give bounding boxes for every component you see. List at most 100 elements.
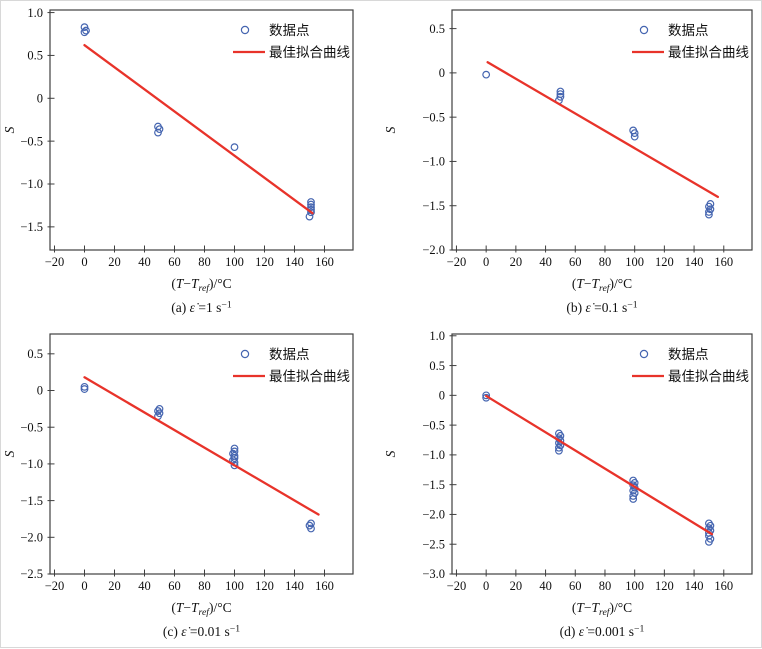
data-point bbox=[482, 70, 491, 79]
data-point bbox=[80, 385, 89, 393]
x-axis-label: (T−Tref)/°C bbox=[171, 276, 231, 294]
y-tick-label: −1.5 bbox=[422, 478, 445, 492]
x-tick-label: 80 bbox=[198, 579, 211, 593]
x-tick-label: 80 bbox=[599, 255, 612, 269]
y-axis-label: S bbox=[383, 450, 398, 457]
data-point bbox=[154, 128, 162, 137]
x-tick-label: 160 bbox=[714, 579, 733, 593]
data-point bbox=[230, 444, 239, 453]
x-tick-label: 60 bbox=[168, 579, 181, 593]
data-point bbox=[307, 203, 315, 212]
y-tick-label: −3.0 bbox=[422, 567, 445, 581]
x-tick-label: 0 bbox=[81, 255, 87, 269]
y-tick-label: −1.0 bbox=[422, 448, 445, 462]
y-tick-label: −2.0 bbox=[422, 243, 445, 257]
legend-line-label: 最佳拟合曲线 bbox=[668, 369, 749, 384]
y-axis-label: S bbox=[2, 126, 17, 133]
fit-line bbox=[486, 61, 719, 199]
data-point bbox=[307, 208, 315, 217]
subplot-c: −20 0 20 40 60 80 100 120 140 160 0.5 0 −0.5 −1.0 −1.5… bbox=[1, 325, 382, 649]
x-tick-label: 80 bbox=[198, 255, 211, 269]
subplot-a: −20 0 20 40 60 80 100 120 140 160 1.0 0.5 0 −0.5 −1.0 −… bbox=[1, 1, 382, 325]
data-point bbox=[555, 443, 563, 452]
x-tick-label: −20 bbox=[447, 579, 467, 593]
x-tick-label: −20 bbox=[447, 255, 467, 269]
subplot-caption: (a) ε̇ =1 s−1 bbox=[171, 300, 232, 316]
legend-line-label: 最佳拟合曲线 bbox=[269, 369, 350, 384]
fit-line bbox=[83, 43, 314, 215]
chart-a-svg: −20 0 20 40 60 80 100 120 140 160 1.0 0.5 0 −0.5 −1.0 −… bbox=[2, 6, 354, 316]
data-point bbox=[307, 198, 315, 206]
legend-point-marker-icon bbox=[639, 25, 649, 35]
y-tick-label: −1.5 bbox=[20, 494, 43, 508]
x-tick-label: 100 bbox=[225, 255, 244, 269]
data-point bbox=[556, 92, 565, 101]
legend-point-label: 数据点 bbox=[269, 347, 310, 362]
fit-line bbox=[83, 376, 320, 516]
y-tick-label: 0 bbox=[37, 91, 43, 105]
data-point bbox=[705, 210, 713, 219]
data-point bbox=[705, 537, 713, 546]
data-point bbox=[230, 461, 239, 470]
x-axis-label: (T−Tref)/°C bbox=[572, 600, 632, 618]
legend-point-marker-icon bbox=[240, 349, 250, 359]
x-tick-label: 40 bbox=[539, 579, 552, 593]
x-axis-label: (T−Tref)/°C bbox=[171, 600, 231, 618]
x-tick-label: 120 bbox=[255, 579, 274, 593]
legend-point-label: 数据点 bbox=[269, 23, 310, 38]
data-point bbox=[307, 200, 315, 209]
data-point bbox=[705, 208, 713, 216]
y-tick-label: 1.0 bbox=[429, 329, 445, 343]
y-tick-label: −2.0 bbox=[20, 531, 43, 545]
legend-point-marker-icon bbox=[639, 349, 649, 359]
subplot-caption: (d) ε̇ =0.001 s−1 bbox=[560, 624, 645, 640]
x-tick-label: 100 bbox=[625, 579, 644, 593]
data-point bbox=[230, 454, 239, 462]
x-tick-label: −20 bbox=[45, 579, 65, 593]
y-tick-label: 1.0 bbox=[27, 6, 43, 20]
y-tick-label: −0.5 bbox=[422, 418, 445, 432]
y-tick-label: −0.5 bbox=[422, 110, 445, 124]
x-tick-label: 100 bbox=[625, 255, 644, 269]
y-axis-label: S bbox=[2, 450, 17, 457]
y-tick-label: 0.5 bbox=[429, 22, 445, 36]
data-point bbox=[630, 129, 639, 137]
data-point bbox=[629, 492, 638, 500]
x-tick-label: 60 bbox=[168, 255, 181, 269]
data-point bbox=[482, 391, 491, 400]
subplot-caption: (c) ε̇ =0.01 s−1 bbox=[163, 624, 240, 640]
x-tick-label: 20 bbox=[108, 579, 121, 593]
x-tick-label: 140 bbox=[685, 579, 704, 593]
x-tick-label: 120 bbox=[255, 255, 274, 269]
x-tick-label: 20 bbox=[108, 255, 121, 269]
x-tick-label: 160 bbox=[315, 255, 334, 269]
y-tick-label: 0.5 bbox=[27, 347, 43, 361]
x-tick-label: 0 bbox=[483, 255, 489, 269]
legend-line-label: 最佳拟合曲线 bbox=[668, 45, 749, 60]
data-point bbox=[630, 132, 639, 141]
x-tick-label: 20 bbox=[510, 579, 523, 593]
y-tick-label: 0.5 bbox=[429, 359, 445, 373]
data-point bbox=[230, 143, 239, 152]
y-tick-label: −2.0 bbox=[422, 508, 445, 522]
y-tick-label: 0 bbox=[439, 389, 445, 403]
fit-line bbox=[485, 394, 714, 536]
data-point bbox=[155, 404, 164, 413]
subplot-caption: (b) ε̇ =0.1 s−1 bbox=[566, 300, 637, 316]
y-tick-label: −1.5 bbox=[422, 199, 445, 213]
y-tick-label: −2.5 bbox=[20, 567, 43, 581]
subplot-b: −20 0 20 40 60 80 100 120 140 160 0.5 0 −0.5 −1.0 −1.5… bbox=[382, 1, 762, 325]
data-point bbox=[556, 87, 565, 96]
x-tick-label: 40 bbox=[539, 255, 552, 269]
x-tick-label: 160 bbox=[315, 579, 334, 593]
data-point bbox=[80, 382, 89, 391]
x-tick-label: 100 bbox=[225, 579, 244, 593]
x-tick-label: 80 bbox=[599, 579, 612, 593]
y-tick-label: −1.0 bbox=[422, 155, 445, 169]
y-tick-label: −2.5 bbox=[422, 537, 445, 551]
legend-line-label: 最佳拟合曲线 bbox=[269, 45, 350, 60]
y-tick-label: 0.5 bbox=[27, 49, 43, 63]
chart-b-svg: −20 0 20 40 60 80 100 120 140 160 0.5 0 −0.5 −1.0 −1.5… bbox=[383, 9, 753, 316]
axis-box bbox=[49, 333, 354, 575]
